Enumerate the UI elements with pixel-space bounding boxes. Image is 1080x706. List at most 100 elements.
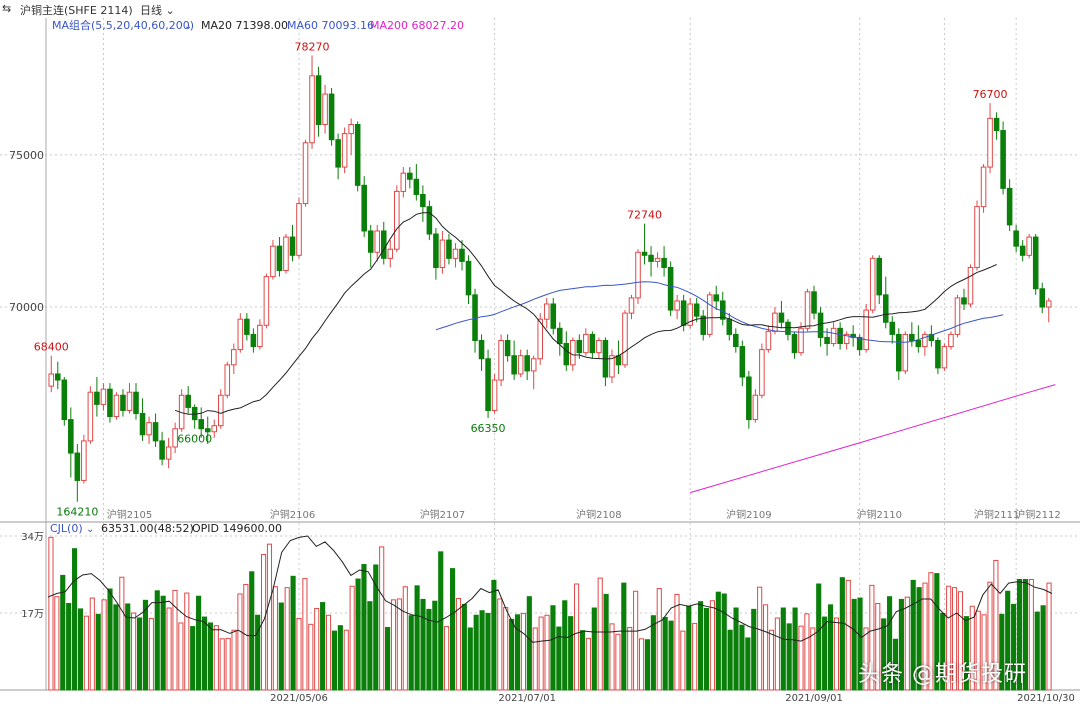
candle-body <box>146 422 152 436</box>
candle <box>517 349 524 378</box>
date-x-axis: 2021/05/06 2021/07/01 2021/09/01 2021/10/30 <box>270 693 1075 704</box>
volume-bar <box>160 595 166 691</box>
volume-bar <box>272 586 278 691</box>
opid-line <box>47 535 1053 643</box>
candle <box>622 310 628 368</box>
candle-body <box>700 315 706 335</box>
candle-body <box>596 339 602 354</box>
chevron-down-icon: ⌄ <box>184 21 192 32</box>
volume-bar <box>142 599 149 691</box>
candle-body <box>693 303 700 317</box>
candle <box>485 349 491 419</box>
candle-body <box>224 364 231 396</box>
candle-body <box>367 230 374 253</box>
candle <box>843 331 850 350</box>
candle-body <box>407 172 413 180</box>
candle-body <box>139 413 146 436</box>
volume-bar <box>290 575 296 691</box>
volume-bar <box>780 607 786 691</box>
candle-body <box>935 339 941 369</box>
volume-bar <box>148 617 154 691</box>
candle <box>172 422 178 454</box>
candle <box>713 285 720 311</box>
candle-body <box>394 190 400 250</box>
candle-body <box>556 327 563 345</box>
candle-body <box>563 343 570 366</box>
volume-bar <box>969 605 975 691</box>
candle-body <box>863 309 869 351</box>
candle <box>491 373 498 414</box>
volume-bar <box>627 626 633 691</box>
candle <box>869 255 876 314</box>
price-annotation: 68400 <box>34 341 69 354</box>
candle-body <box>765 330 772 351</box>
candle-body <box>446 239 452 259</box>
candle-body <box>817 312 824 338</box>
volume-bar <box>591 607 597 691</box>
candle-body <box>922 333 928 348</box>
candle <box>583 328 589 356</box>
candle <box>217 389 224 429</box>
volume-bar <box>987 581 993 691</box>
volume-bar <box>390 599 397 691</box>
candle-body <box>68 419 74 454</box>
candle-body <box>361 184 367 232</box>
candle-body <box>413 178 420 195</box>
volume-bar <box>136 617 143 691</box>
volume-bar <box>674 593 680 691</box>
volume-bar <box>509 618 515 691</box>
left-right-arrow-icon[interactable]: ⇆ <box>2 2 12 15</box>
volume-bar <box>727 629 733 691</box>
candle <box>296 197 302 259</box>
candle-body <box>589 333 596 354</box>
candle <box>185 386 191 414</box>
candle-body <box>928 333 935 341</box>
candle-body <box>380 230 387 259</box>
candle <box>1013 224 1019 253</box>
ma-group-label[interactable]: MA组合(5,5,20,40,60,200) <box>52 18 194 32</box>
volume-bar <box>1005 590 1011 691</box>
candle-body <box>706 294 713 335</box>
candle <box>654 252 661 268</box>
candle <box>1019 240 1026 262</box>
volume-bar <box>213 625 219 691</box>
candle <box>126 383 133 414</box>
volume-bar <box>644 639 651 691</box>
volume-bar <box>461 603 467 691</box>
candle <box>543 297 550 329</box>
volume-bar <box>556 626 562 691</box>
candle <box>231 343 237 374</box>
volume-bar <box>320 602 326 691</box>
volume-bar <box>904 596 910 691</box>
candle <box>746 370 752 429</box>
volume-bar <box>408 615 414 691</box>
candle <box>387 240 394 268</box>
candle <box>400 167 407 198</box>
candle <box>139 398 146 441</box>
volume-bar <box>479 610 485 691</box>
candle-body <box>980 166 987 208</box>
candle-body <box>889 321 896 335</box>
candle-body <box>785 321 791 335</box>
candle-body <box>622 312 628 366</box>
price-annotation: 66000 <box>177 433 212 446</box>
cjl-indicator-label[interactable]: CJL(0) <box>50 522 83 535</box>
price-annotation: 78270 <box>295 40 330 53</box>
volume-bar <box>532 627 538 691</box>
volume-bar <box>993 559 999 691</box>
ma20-label: MA20 71398.00 <box>201 19 288 32</box>
symbol-title[interactable]: 沪铜主连(SHFE 2114) <box>20 4 133 17</box>
candle-body <box>426 206 433 235</box>
candle <box>785 319 791 341</box>
volume-bar <box>739 624 745 691</box>
price-annotation: 66350 <box>471 422 506 435</box>
volume-bar <box>485 612 491 691</box>
candle-body <box>172 428 178 448</box>
period-selector[interactable]: 日线 ⌄ <box>140 2 175 18</box>
candle-body <box>1013 230 1019 247</box>
candle-body <box>276 245 283 272</box>
candle <box>367 224 374 268</box>
volume-bar <box>568 616 574 691</box>
candle <box>133 383 139 420</box>
volume-bar <box>361 564 367 691</box>
